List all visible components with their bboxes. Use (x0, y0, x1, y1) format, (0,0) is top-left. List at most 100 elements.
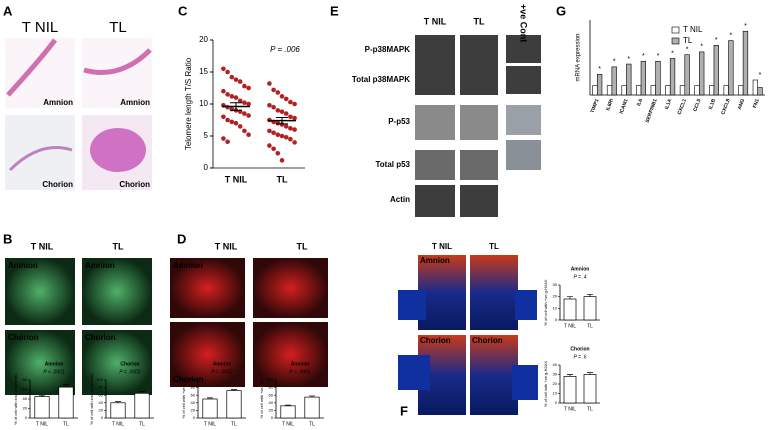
x-tick-label: CXCL8 (720, 98, 731, 116)
y-tick-label: 30 (553, 282, 558, 287)
error-bar (587, 372, 593, 375)
point (275, 132, 281, 138)
x-tick-label: TL (587, 323, 593, 329)
panel-letter: D (177, 231, 186, 246)
point (283, 111, 289, 116)
y-tick-label: 20 (553, 294, 558, 299)
bar (757, 87, 763, 96)
annotation: P = .0002 (211, 369, 233, 375)
bar (738, 85, 744, 96)
point (229, 94, 235, 99)
column-header: T NIL (432, 242, 452, 251)
legend-swatch (671, 26, 680, 34)
image-label: Amnion (85, 261, 115, 270)
chart-title: Amnion (45, 361, 64, 367)
point (242, 100, 247, 106)
y-tick-label: 40 (99, 400, 104, 405)
point (221, 136, 226, 141)
x-tick-label: TL (63, 421, 69, 427)
point (288, 136, 293, 142)
y-tick-label: 20 (99, 407, 104, 412)
column-header: TL (474, 16, 485, 26)
annotation: P < .0001 (43, 369, 65, 375)
y-axis-label: % of cell with +ve g-H2AX (543, 279, 548, 325)
y-tick-label: 40 (191, 400, 196, 405)
point (225, 117, 230, 123)
image-label: Chorion (42, 180, 73, 189)
point (221, 66, 226, 72)
point (275, 150, 281, 156)
image-label: Chorion (119, 180, 150, 189)
x-tick-label: T NIL (564, 323, 576, 329)
bar (626, 63, 632, 96)
y-tick-label: 10 (199, 99, 208, 108)
point (225, 92, 230, 97)
error-bar (207, 397, 213, 399)
x-tick-label: IL1A (664, 98, 673, 111)
y-tick-label: 40 (23, 396, 28, 401)
significance: * (671, 50, 674, 57)
point (288, 114, 293, 120)
legend-label: T NIL (683, 25, 703, 34)
point (279, 94, 285, 99)
bar (583, 296, 597, 321)
point (283, 124, 289, 129)
point (267, 102, 272, 108)
bar (679, 85, 686, 96)
point (229, 74, 235, 80)
bar (699, 51, 705, 96)
bar (202, 398, 218, 419)
y-tick-label: 20 (191, 407, 196, 412)
row-label: Total p38MAPK (352, 75, 410, 84)
x-tick-label: T NIL (564, 406, 576, 412)
bar (226, 390, 242, 419)
y-tick-label: 20 (199, 35, 208, 44)
x-tick-label: TL (231, 421, 237, 427)
point (233, 120, 239, 126)
y-tick-label: 60 (99, 392, 104, 397)
column-header: T NIL (22, 19, 58, 36)
point (279, 133, 285, 139)
x-tick-label: TL (309, 421, 315, 427)
error-bar (230, 102, 242, 111)
point (237, 124, 243, 129)
bar (280, 405, 296, 419)
point (275, 90, 281, 95)
image-label: Chorion (173, 375, 204, 384)
point (246, 101, 251, 107)
bar (611, 66, 617, 96)
error-bar (567, 296, 573, 299)
error-bar (309, 395, 315, 398)
bar (713, 45, 719, 96)
point (271, 104, 276, 110)
point (283, 96, 289, 102)
point (242, 83, 247, 89)
point (271, 87, 276, 93)
column-header: TL (113, 241, 124, 251)
chart-title: Amnion (291, 361, 310, 367)
x-tick-label: IL1B (708, 98, 717, 111)
point (242, 128, 247, 134)
error-bar (587, 293, 593, 297)
bar (640, 60, 647, 96)
x-tick-label: T NIL (112, 421, 124, 427)
annotation: P = .0001 (289, 369, 311, 375)
x-tick-label: CCL5 (692, 98, 702, 113)
y-tick-label: 80 (99, 385, 104, 390)
x-tick-label: IL6 (636, 98, 644, 107)
significance: * (627, 56, 630, 63)
image-label: Amnion (8, 261, 38, 270)
annotation: P = .4 (573, 274, 586, 280)
point (292, 127, 297, 132)
point (267, 128, 272, 134)
point (292, 140, 297, 145)
bar (304, 396, 320, 419)
image-label: Amnion (43, 98, 73, 107)
image-label: Amnion (120, 98, 150, 107)
point (233, 95, 239, 100)
y-tick-label: 0 (555, 400, 558, 405)
bar (596, 74, 603, 96)
x-tick-label: ANG (737, 98, 746, 111)
panel-letter: C (178, 3, 188, 18)
error-bar (139, 391, 145, 394)
